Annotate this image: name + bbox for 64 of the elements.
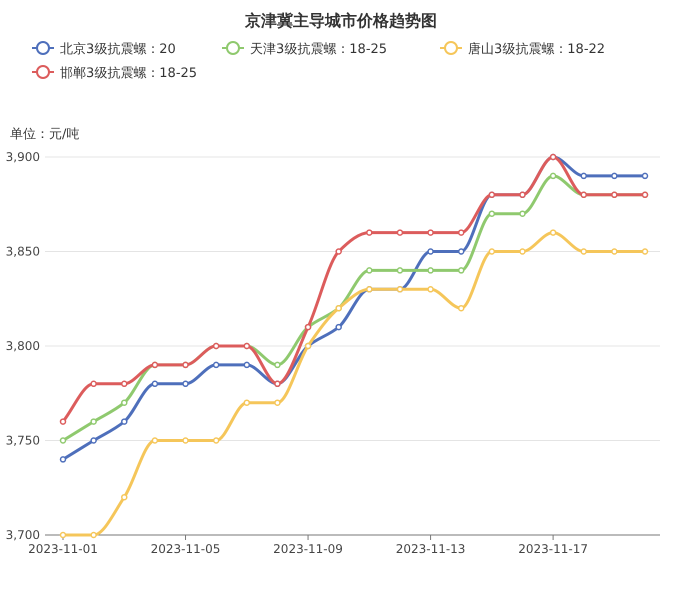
point (366, 229, 373, 236)
point (90, 380, 97, 388)
point (182, 437, 189, 444)
point (427, 286, 434, 293)
point (458, 267, 464, 274)
point (642, 172, 648, 180)
chart-title: 京津冀主导城市价格趋势图 (244, 11, 437, 30)
point (60, 437, 66, 444)
y-tick-label: 3,800 (6, 339, 40, 353)
point (182, 380, 189, 388)
point (611, 172, 618, 180)
point (212, 437, 220, 444)
point (519, 210, 526, 217)
point (244, 399, 250, 406)
point (121, 399, 128, 406)
legend-label: 北京3级抗震螺：20 (60, 42, 176, 57)
point (335, 324, 342, 330)
point (458, 229, 464, 236)
point (152, 380, 158, 388)
point (274, 362, 281, 368)
point (458, 248, 464, 255)
y-tick-label: 3,750 (6, 434, 40, 448)
point (396, 229, 404, 236)
point (488, 210, 496, 217)
point (60, 418, 66, 425)
point (121, 380, 128, 388)
point (244, 362, 250, 368)
point (121, 494, 128, 500)
point (335, 248, 342, 255)
x-tick-label: 2023-11-13 (396, 542, 466, 556)
point (121, 418, 128, 425)
point (90, 532, 97, 538)
point (396, 267, 404, 274)
point (488, 248, 496, 255)
x-tick-label: 2023-11-05 (150, 542, 220, 556)
y-axis-title: 单位：元/吨 (10, 127, 80, 142)
y-tick-label: 3,850 (6, 244, 40, 258)
point (519, 248, 526, 255)
point (90, 418, 97, 425)
point (90, 437, 97, 444)
y-tick-label: 3,900 (6, 150, 40, 164)
x-tick-label: 2023-11-01 (28, 542, 98, 556)
point (60, 532, 66, 538)
x-tick-label: 2023-11-09 (273, 542, 343, 556)
point (152, 437, 158, 444)
legend-label: 邯郸3级抗震螺：18-25 (60, 66, 198, 81)
point (611, 248, 618, 255)
point (458, 304, 464, 312)
x-tick-label: 2023-11-17 (518, 542, 588, 556)
point (366, 267, 373, 274)
point (580, 248, 587, 255)
legend-label: 唐山3级抗震螺：18-22 (468, 42, 606, 57)
point (550, 172, 556, 180)
point (60, 456, 66, 463)
legend-label: 天津3级抗震螺：18-25 (250, 42, 388, 57)
y-tick-label: 3,700 (6, 528, 40, 542)
point (274, 399, 281, 406)
point (550, 229, 556, 236)
point (427, 248, 434, 255)
point (427, 267, 434, 274)
point (642, 248, 648, 255)
point (580, 172, 587, 180)
point (427, 229, 434, 236)
point (212, 362, 220, 368)
